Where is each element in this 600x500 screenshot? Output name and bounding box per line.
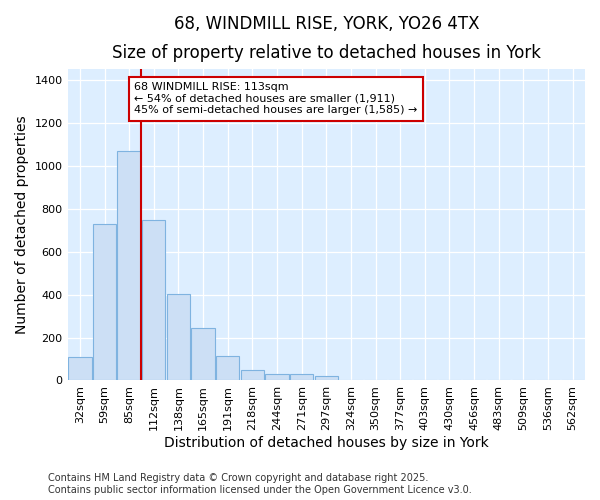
Bar: [167, 294, 190, 380]
Bar: [142, 220, 166, 380]
Bar: [93, 224, 116, 380]
Bar: [191, 328, 215, 380]
Bar: [290, 374, 313, 380]
Bar: [118, 151, 141, 380]
Bar: [314, 376, 338, 380]
Text: 68 WINDMILL RISE: 113sqm
← 54% of detached houses are smaller (1,911)
45% of sem: 68 WINDMILL RISE: 113sqm ← 54% of detach…: [134, 82, 418, 116]
Bar: [216, 356, 239, 380]
Y-axis label: Number of detached properties: Number of detached properties: [15, 116, 29, 334]
Title: 68, WINDMILL RISE, YORK, YO26 4TX
Size of property relative to detached houses i: 68, WINDMILL RISE, YORK, YO26 4TX Size o…: [112, 15, 541, 62]
Bar: [241, 370, 264, 380]
Bar: [265, 374, 289, 380]
X-axis label: Distribution of detached houses by size in York: Distribution of detached houses by size …: [164, 436, 488, 450]
Bar: [68, 357, 92, 380]
Text: Contains HM Land Registry data © Crown copyright and database right 2025.
Contai: Contains HM Land Registry data © Crown c…: [48, 474, 472, 495]
